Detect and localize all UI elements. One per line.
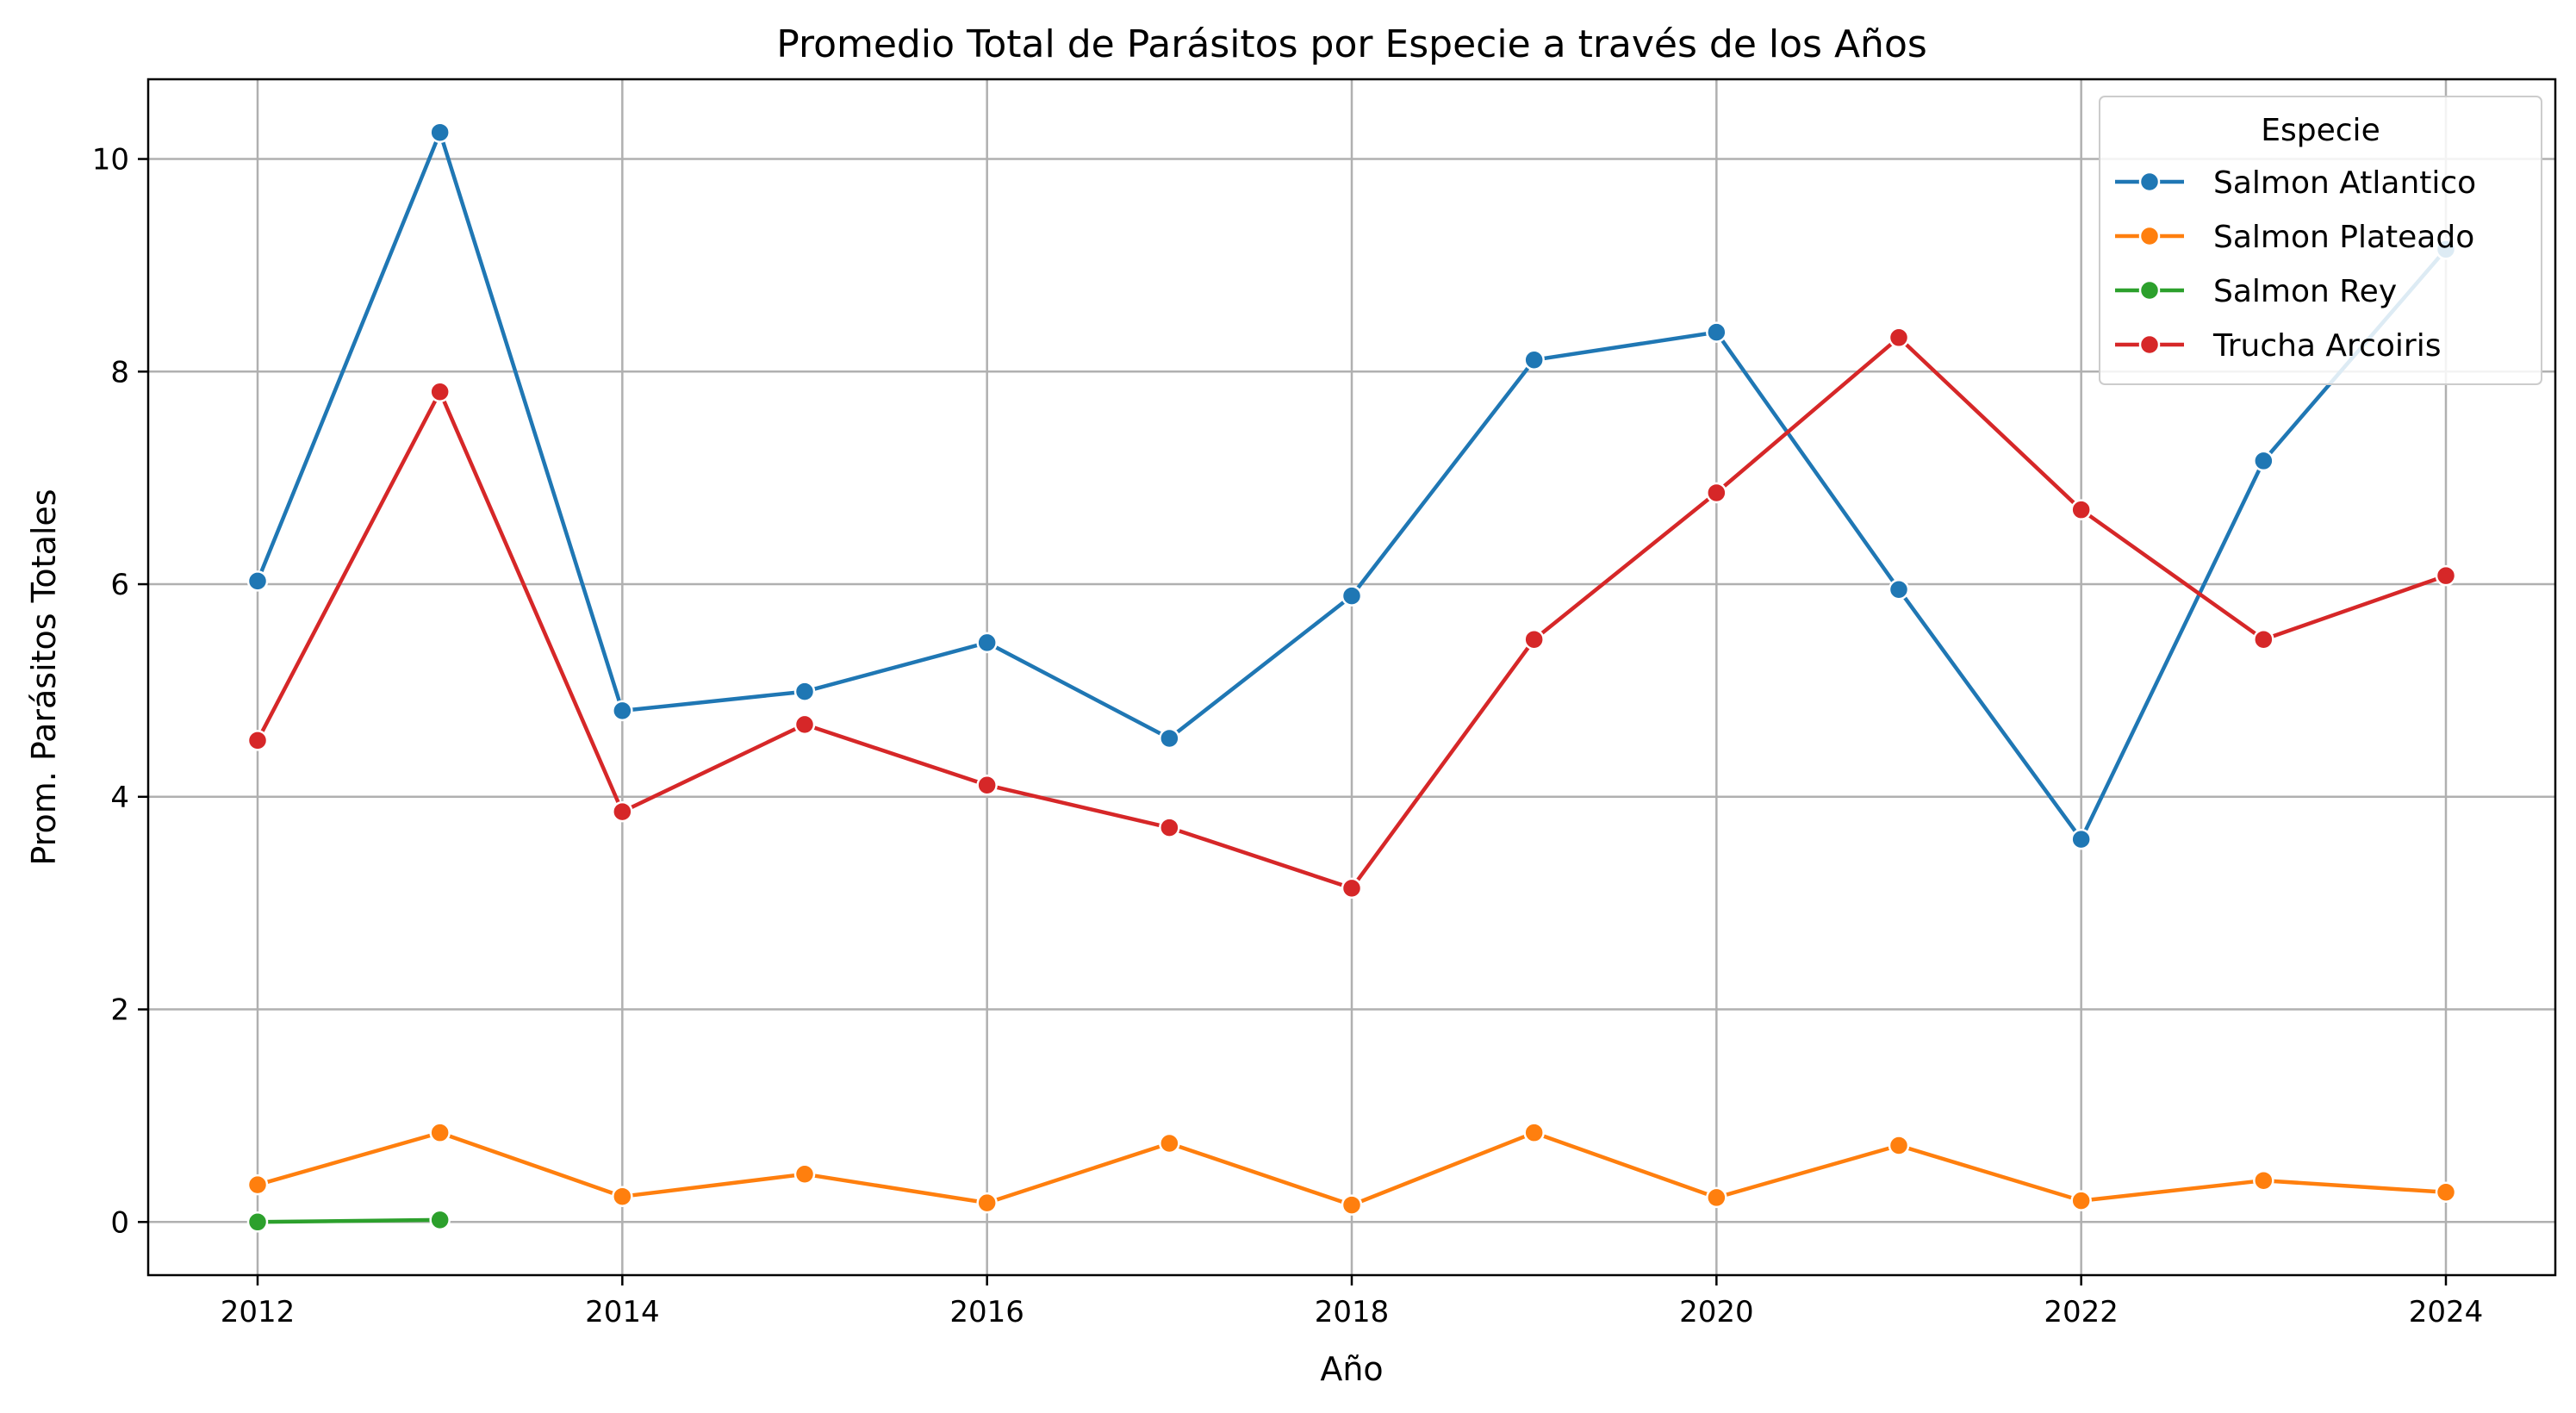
data-point-salmon-plateado [1341, 1194, 1363, 1216]
data-point-salmon-plateado [2070, 1190, 2092, 1211]
series-line-salmon-rey [257, 1217, 440, 1224]
chart-title: Promedio Total de Parásitos por Especie … [776, 22, 1927, 66]
y-tick-label: 10 [92, 143, 129, 177]
x-tick-label: 2020 [1679, 1295, 1754, 1329]
legend-items: Salmon Atlantico Salmon Plateado Salmon Re… [2115, 165, 2476, 364]
data-point-salmon-plateado [793, 1163, 816, 1186]
x-tick-label: 2014 [585, 1295, 660, 1329]
data-point-salmon-atlantico [2070, 828, 2092, 850]
data-point-trucha-arcoiris [2070, 499, 2092, 520]
x-tick-label: 2024 [2409, 1295, 2484, 1329]
y-tick-label: 0 [110, 1205, 129, 1240]
data-point-trucha-arcoiris [1159, 817, 1180, 838]
data-point-salmon-atlantico [1706, 321, 1727, 343]
legend-label: Trucha Arcoiris [2212, 328, 2441, 364]
x-tick-label: 2012 [221, 1295, 296, 1329]
y-tick-label: 8 [110, 355, 129, 389]
data-point-salmon-plateado [429, 1122, 451, 1143]
series-salmon-rey [246, 1209, 451, 1233]
data-point-trucha-arcoiris [1523, 628, 1545, 650]
y-axis-label: Prom. Parásitos Totales [25, 489, 63, 865]
data-point-salmon-atlantico [1341, 585, 1363, 607]
data-point-trucha-arcoiris [793, 713, 816, 736]
data-point-salmon-rey [246, 1211, 269, 1233]
data-point-salmon-atlantico [1888, 578, 1910, 601]
data-point-trucha-arcoiris [246, 730, 269, 751]
data-point-salmon-plateado [246, 1173, 269, 1196]
data-point-trucha-arcoiris [1706, 482, 1727, 504]
x-axis-label: Año [1320, 1350, 1383, 1388]
y-tick-label: 6 [110, 568, 129, 602]
data-point-salmon-atlantico [246, 570, 269, 592]
series-lines [246, 121, 2457, 1233]
data-point-salmon-plateado [612, 1186, 633, 1207]
legend-swatch-marker [2138, 225, 2161, 247]
data-point-salmon-plateado [2435, 1181, 2457, 1204]
x-tick-label: 2016 [949, 1295, 1024, 1329]
legend-item-salmon-atlantico: Salmon Atlantico [2115, 165, 2476, 201]
data-point-salmon-atlantico [2253, 450, 2274, 472]
data-point-trucha-arcoiris [1341, 877, 1363, 899]
data-point-salmon-plateado [1523, 1122, 1545, 1143]
data-point-salmon-plateado [1159, 1132, 1180, 1155]
data-point-trucha-arcoiris [429, 381, 451, 402]
legend-label: Salmon Atlantico [2213, 165, 2476, 201]
data-point-salmon-atlantico [612, 700, 633, 722]
legend-label: Salmon Rey [2213, 274, 2397, 309]
data-point-salmon-rey [429, 1209, 451, 1231]
data-point-trucha-arcoiris [976, 774, 998, 796]
x-tick-label: 2018 [1315, 1295, 1390, 1329]
data-point-trucha-arcoiris [1888, 327, 1910, 349]
series-salmon-plateado [246, 1122, 2457, 1216]
data-point-salmon-atlantico [976, 632, 998, 654]
data-point-salmon-plateado [976, 1192, 998, 1214]
legend-item-salmon-plateado: Salmon Plateado [2115, 220, 2474, 255]
series-trucha-arcoiris [246, 327, 2457, 899]
data-point-salmon-atlantico [1523, 349, 1545, 370]
legend-item-salmon-rey: Salmon Rey [2115, 274, 2397, 309]
legend-title: Especie [2261, 113, 2380, 148]
legend-swatch-marker [2138, 333, 2161, 356]
legend-label: Salmon Plateado [2213, 220, 2474, 255]
y-tick-label: 4 [110, 781, 129, 815]
data-point-salmon-atlantico [793, 681, 816, 702]
data-point-trucha-arcoiris [2253, 628, 2274, 650]
data-point-salmon-atlantico [429, 121, 451, 143]
x-tick-label: 2022 [2044, 1295, 2119, 1329]
axis-ticks: 2012 2014 2016 2018 2020 2022 2024 0 2 4 6 8 10 [92, 143, 2484, 1329]
legend-box [2099, 96, 2542, 385]
data-point-salmon-atlantico [1159, 727, 1180, 750]
legend-item-trucha-arcoiris: Trucha Arcoiris [2115, 328, 2441, 364]
legend-swatch-marker [2138, 279, 2161, 302]
data-point-trucha-arcoiris [2435, 564, 2457, 587]
data-point-salmon-plateado [1888, 1135, 1910, 1156]
legend-swatch-marker [2138, 171, 2161, 193]
data-point-trucha-arcoiris [612, 800, 633, 823]
y-tick-label: 2 [110, 993, 129, 1028]
data-point-salmon-plateado [1706, 1186, 1727, 1209]
data-point-salmon-plateado [2253, 1169, 2274, 1192]
